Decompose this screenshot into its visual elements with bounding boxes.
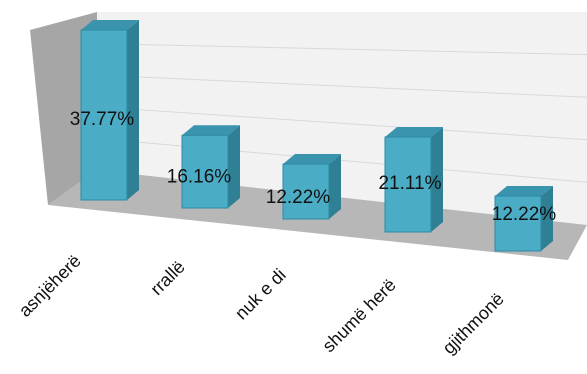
gridlines [96, 43, 587, 183]
bar-side [228, 125, 240, 208]
gridline [96, 106, 587, 141]
bar-top [495, 186, 553, 197]
gridline [96, 74, 587, 98]
bar-front [181, 134, 229, 209]
bar-side [329, 154, 341, 219]
bar-front [282, 163, 330, 220]
bar-side [431, 127, 443, 232]
bar [80, 20, 139, 201]
bar-top [385, 127, 443, 138]
data-label: 16.16% [167, 166, 232, 187]
bar [282, 154, 341, 220]
chart-side-wall [30, 12, 97, 205]
gridline [96, 137, 587, 183]
bar [384, 127, 443, 233]
gridline [96, 43, 587, 56]
bars [80, 20, 553, 252]
bar [181, 125, 240, 209]
bar-front [80, 29, 128, 201]
bar-side [127, 20, 139, 200]
data-label: 12.22% [492, 204, 557, 225]
category-labels: asnjëherë rrallë nuk e di shumë herë gjithmo… [15, 251, 508, 358]
bar-top [283, 154, 341, 165]
bar-side [541, 186, 553, 251]
data-label: 21.11% [378, 173, 441, 194]
category-label: rrallë [146, 257, 188, 299]
category-label: shumë herë [318, 275, 399, 356]
category-label: nuk e di [231, 265, 290, 324]
category-label: asnjëherë [15, 251, 85, 321]
bar-top [182, 125, 240, 136]
data-label: 12.22% [266, 187, 331, 208]
bar [494, 186, 553, 252]
data-label: 37.77% [70, 109, 135, 130]
bar-front [494, 195, 542, 252]
bar-top [81, 20, 139, 31]
category-label: gjithmonë [438, 289, 507, 358]
data-labels: 37.77% 16.16% 12.22% 21.11% 12.22% [70, 109, 557, 225]
bar-front [384, 136, 432, 233]
